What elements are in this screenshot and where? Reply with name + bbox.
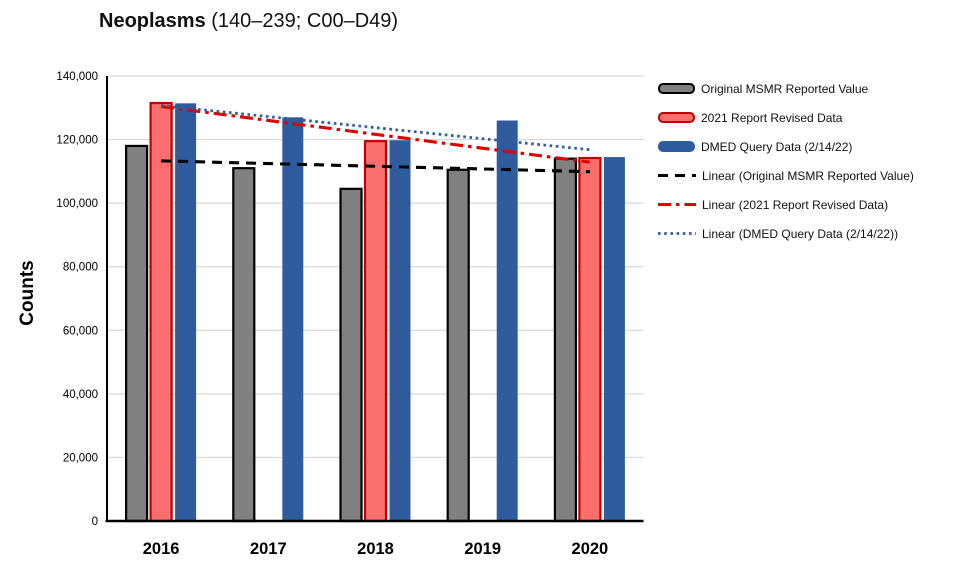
legend-label: Linear (DMED Query Data (2/14/22)) [702, 226, 899, 241]
legend-label: Original MSMR Reported Value [701, 81, 869, 96]
y-tick-label: 60,000 [63, 325, 98, 337]
bar-2020-series-1 [553, 157, 578, 523]
y-tick-label: 80,000 [63, 262, 98, 274]
y-tick-label: 0 [92, 516, 98, 528]
y-tick-label: 140,000 [56, 71, 98, 83]
x-category-label: 2016 [143, 540, 180, 558]
y-tick-label: 100,000 [56, 198, 98, 210]
x-category-label: 2019 [464, 540, 501, 558]
bar-2016-series-2 [149, 101, 173, 523]
trendline-dashed [161, 159, 590, 174]
chart-title-main: Neoplasms [99, 10, 206, 32]
y-tick-label: 40,000 [63, 389, 98, 401]
bar-2017-series-3 [282, 117, 304, 522]
legend-label: Linear (Original MSMR Reported Value) [702, 168, 914, 183]
bar-2017-series-1 [232, 167, 256, 523]
legend-bar-swatch [658, 141, 695, 152]
y-tick-label: 120,000 [56, 135, 98, 147]
bar-2016-series-1 [124, 144, 149, 523]
legend-entry: 2021 Report Revised Data [658, 110, 914, 125]
bar-2016-series-3 [175, 103, 197, 521]
bar-2019-series-3 [496, 120, 518, 521]
x-category-label: 2020 [572, 540, 609, 558]
legend-line-swatch [658, 202, 696, 207]
legend-label: 2021 Report Revised Data [701, 110, 843, 125]
legend: Original MSMR Reported Value 2021 Report … [658, 81, 914, 241]
legend-entry: Original MSMR Reported Value [658, 81, 914, 96]
bar-2018-series-1 [339, 187, 363, 523]
legend-entry: Linear (2021 Report Revised Data) [658, 197, 914, 212]
legend-label: Linear (2021 Report Revised Data) [702, 197, 889, 212]
bar-2020-series-3 [603, 157, 625, 521]
bar-2019-series-1 [446, 168, 470, 523]
bar-2018-series-3 [389, 140, 411, 521]
chart-title: Neoplasms (140–239; C00–D49) [99, 10, 398, 33]
bar-2020-series-2 [578, 156, 602, 523]
chart-title-sub: (140–239; C00–D49) [205, 10, 399, 32]
legend-bar-swatch [658, 83, 695, 94]
legend-label: DMED Query Data (2/14/22) [701, 139, 853, 154]
x-category-label: 2018 [357, 540, 394, 558]
x-category-label: 2017 [250, 540, 287, 558]
bar-2018-series-2 [363, 140, 388, 523]
legend-line-swatch [658, 232, 696, 235]
trendline-dashdot [160, 104, 591, 164]
legend-line-swatch [658, 173, 696, 178]
legend-entry: Linear (Original MSMR Reported Value) [658, 168, 914, 183]
legend-entry: DMED Query Data (2/14/22) [658, 139, 914, 154]
legend-bar-swatch [658, 112, 695, 123]
y-tick-label: 20,000 [63, 452, 98, 464]
legend-entry: Linear (DMED Query Data (2/14/22)) [658, 226, 914, 241]
